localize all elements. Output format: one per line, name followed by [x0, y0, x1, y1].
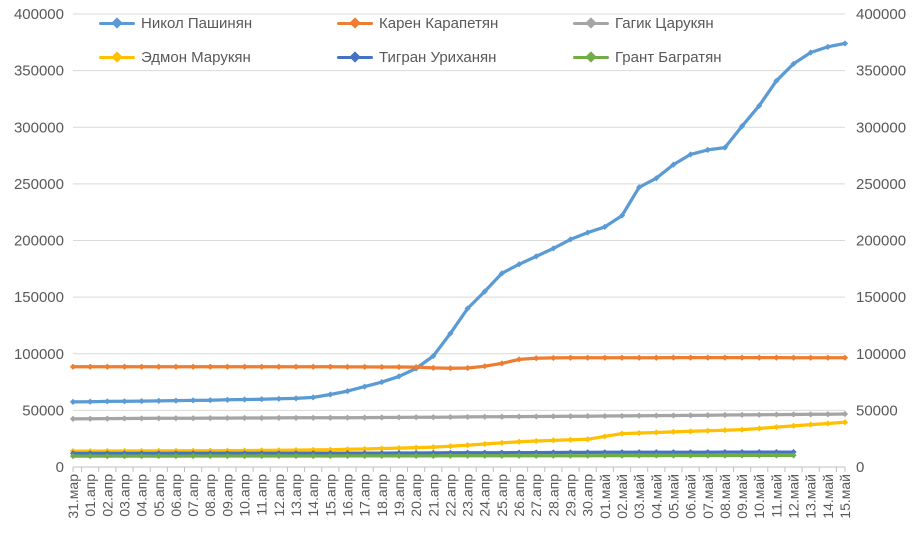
svg-text:07.май: 07.май — [700, 474, 716, 519]
svg-text:13.май: 13.май — [803, 474, 819, 519]
svg-text:05.апр: 05.апр — [151, 474, 167, 517]
svg-text:22.апр: 22.апр — [442, 474, 458, 517]
svg-text:350000: 350000 — [856, 63, 906, 80]
svg-text:03.апр: 03.апр — [116, 474, 132, 517]
svg-text:09.апр: 09.апр — [219, 474, 235, 517]
legend-label: Эдмон Марукян — [141, 48, 251, 66]
svg-text:14.апр: 14.апр — [305, 474, 321, 517]
svg-text:50000: 50000 — [22, 402, 64, 419]
svg-text:02.апр: 02.апр — [99, 474, 115, 517]
svg-text:29.апр: 29.апр — [563, 474, 579, 517]
series-marker-icon — [573, 15, 609, 31]
svg-text:18.апр: 18.апр — [374, 474, 390, 517]
legend-label: Грант Багратян — [615, 48, 722, 66]
svg-text:10.май: 10.май — [751, 474, 767, 519]
legend-item-marukyan[interactable]: Эдмон Марукян — [99, 48, 251, 66]
svg-text:150000: 150000 — [14, 289, 64, 306]
svg-text:12.май: 12.май — [786, 474, 802, 519]
svg-text:31.мар: 31.мар — [65, 474, 81, 519]
svg-text:27.апр: 27.апр — [528, 474, 544, 517]
legend-label: Гагик Царукян — [615, 14, 714, 32]
series-marker-icon — [337, 15, 373, 31]
svg-text:21.апр: 21.апр — [425, 474, 441, 517]
series-marker-icon — [573, 49, 609, 65]
series-marker-icon — [337, 49, 373, 65]
svg-text:01.апр: 01.апр — [82, 474, 98, 517]
svg-text:02.май: 02.май — [614, 474, 630, 519]
svg-text:26.апр: 26.апр — [511, 474, 527, 517]
series-marker-icon — [99, 49, 135, 65]
svg-text:05.май: 05.май — [665, 474, 681, 519]
svg-text:100000: 100000 — [14, 346, 64, 363]
svg-text:06.апр: 06.апр — [168, 474, 184, 517]
svg-text:10.апр: 10.апр — [237, 474, 253, 517]
svg-text:250000: 250000 — [14, 176, 64, 193]
svg-text:300000: 300000 — [856, 119, 906, 136]
svg-text:01.май: 01.май — [597, 474, 613, 519]
svg-text:28.апр: 28.апр — [545, 474, 561, 517]
svg-text:14.май: 14.май — [820, 474, 836, 519]
legend-item-bagratyan[interactable]: Грант Багратян — [573, 48, 722, 66]
legend-item-urikhanyan[interactable]: Тигран Уриханян — [337, 48, 497, 66]
svg-text:11.май: 11.май — [768, 474, 784, 518]
svg-text:11.апр: 11.апр — [254, 474, 270, 516]
svg-text:100000: 100000 — [856, 346, 906, 363]
svg-text:04.май: 04.май — [648, 474, 664, 519]
series-marker-icon — [99, 15, 135, 31]
svg-text:400000: 400000 — [14, 6, 64, 23]
svg-text:15.май: 15.май — [837, 474, 853, 519]
svg-text:0: 0 — [56, 459, 64, 476]
svg-text:30.апр: 30.апр — [580, 474, 596, 517]
svg-text:250000: 250000 — [856, 176, 906, 193]
svg-text:15.апр: 15.апр — [322, 474, 338, 517]
svg-text:17.апр: 17.апр — [357, 474, 373, 517]
svg-text:200000: 200000 — [14, 233, 64, 250]
svg-text:50000: 50000 — [856, 402, 898, 419]
svg-text:08.апр: 08.апр — [202, 474, 218, 517]
svg-text:150000: 150000 — [856, 289, 906, 306]
svg-text:350000: 350000 — [14, 63, 64, 80]
svg-text:07.апр: 07.апр — [185, 474, 201, 517]
svg-text:06.май: 06.май — [683, 474, 699, 519]
svg-text:12.апр: 12.апр — [271, 474, 287, 517]
legend-label: Тигран Уриханян — [379, 48, 497, 66]
svg-text:23.апр: 23.апр — [460, 474, 476, 517]
svg-text:20.апр: 20.апр — [408, 474, 424, 517]
svg-text:04.апр: 04.апр — [134, 474, 150, 517]
svg-text:08.май: 08.май — [717, 474, 733, 519]
svg-text:13.апр: 13.апр — [288, 474, 304, 517]
svg-text:24.апр: 24.апр — [477, 474, 493, 517]
svg-text:300000: 300000 — [14, 119, 64, 136]
legend-label: Никол Пашинян — [141, 14, 253, 32]
svg-text:0: 0 — [856, 459, 864, 476]
legend-item-tsarukyan[interactable]: Гагик Царукян — [573, 14, 714, 32]
svg-text:200000: 200000 — [856, 233, 906, 250]
svg-text:25.апр: 25.апр — [494, 474, 510, 517]
svg-text:16.апр: 16.апр — [339, 474, 355, 517]
svg-text:19.апр: 19.апр — [391, 474, 407, 517]
svg-text:03.май: 03.май — [631, 474, 647, 519]
svg-text:09.май: 09.май — [734, 474, 750, 519]
legend-item-karapetyan[interactable]: Карен Карапетян — [337, 14, 499, 32]
legend-label: Карен Карапетян — [379, 14, 499, 32]
legend-item-pashinyan[interactable]: Никол Пашинян — [99, 14, 253, 32]
svg-text:400000: 400000 — [856, 6, 906, 23]
